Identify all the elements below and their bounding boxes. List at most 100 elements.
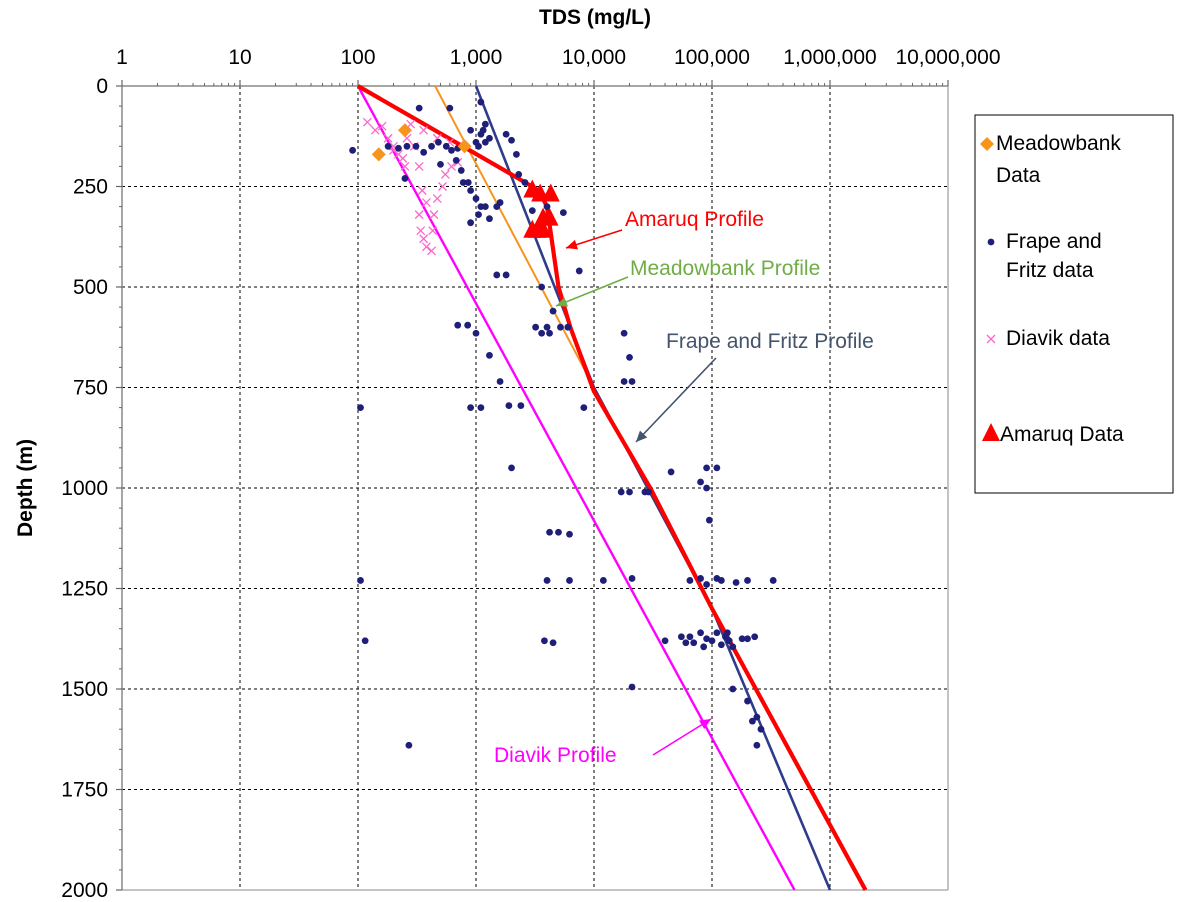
frape-and-fritz-data-point (744, 577, 751, 584)
frape-and-fritz-data-point (538, 283, 546, 291)
frape-and-fritz-data-point (467, 187, 475, 194)
frape-and-fritz-data-point (620, 329, 628, 337)
y-tick-label: 750 (73, 377, 108, 400)
frape-and-fritz-data-point (667, 468, 675, 476)
diavik-data-point (416, 226, 426, 236)
diavik-data-point (362, 117, 372, 127)
diavik-data-point (421, 198, 431, 208)
frape-and-fritz-data-point (420, 148, 428, 156)
frape-and-fritz-data-point (757, 725, 765, 733)
frape-and-fritz-data-point (505, 402, 513, 409)
frape-and-fritz-data-point (557, 323, 564, 331)
frape-and-fritz-data-point (713, 629, 721, 637)
diavik-data-point (383, 133, 393, 143)
gridlines (122, 86, 948, 890)
x-tick-label: 1,000 (450, 46, 503, 69)
frape-and-fritz-data-point (517, 402, 525, 409)
diavik-data-point (370, 125, 380, 135)
frape-and-fritz-data-point (543, 323, 551, 331)
frape-and-fritz-data-point (620, 378, 628, 385)
y-tick-label: 1000 (61, 477, 108, 500)
frape-and-fritz-data-point (541, 637, 548, 645)
frape-and-fritz-data-point (703, 484, 711, 492)
legend-label: Frape and (1006, 230, 1102, 253)
frape-and-fritz-data-point (452, 156, 460, 164)
frape-and-fritz-data-point (454, 321, 462, 329)
diavik-data-point (421, 242, 431, 252)
legend-label: Fritz data (1006, 259, 1094, 282)
amaruq-data-point (534, 219, 553, 238)
frape-and-fritz-data-point (486, 215, 493, 223)
legend-label: Meadowbank (996, 132, 1121, 155)
y-axis-title: Depth (m) (14, 439, 37, 537)
frape-and-fritz-data-point (405, 741, 413, 749)
frape-and-fritz-data-point (508, 136, 515, 144)
frape-and-fritz-data-point (744, 635, 751, 643)
annotations: Amaruq Profile Meadowbank Profile Frape an… (494, 208, 874, 767)
x-tick-label: 1 (116, 46, 128, 69)
y-tick-label: 1250 (61, 578, 108, 601)
frape-and-fritz-data-point (617, 488, 625, 496)
axes: 1 10 100 1,000 10,000 100,000 1,000,000 10,000,… (61, 46, 1000, 902)
frape-and-fritz-data-point (686, 633, 694, 641)
frape-and-fritz-data-point (575, 267, 583, 275)
annotation-arrow-line (635, 357, 717, 443)
frape-and-fritz-data-point (723, 629, 731, 637)
frape-and-fritz-data-point (682, 639, 690, 647)
frape-and-fritz-data-point (493, 271, 501, 279)
legend-marker (982, 423, 1000, 441)
frape-and-fritz-data-point (753, 713, 761, 721)
diavik-data-point (419, 125, 429, 135)
diavik-data-point (400, 161, 410, 171)
frape-and-fritz-data-point (708, 637, 716, 645)
y-tick-label: 0 (96, 75, 108, 98)
frape-and-fritz-data-point (546, 329, 553, 337)
frape-and-fritz-data-point (677, 633, 685, 641)
frape-and-fritz-data-point (481, 203, 489, 211)
x-tick-label: 100 (340, 46, 375, 69)
frape-and-fritz-data-point (486, 351, 493, 359)
annotation-arrowhead (636, 430, 648, 442)
diavik-data-point (414, 161, 424, 171)
frape-and-fritz-data-point (703, 581, 711, 588)
frape-and-fritz-data-point (628, 575, 636, 582)
frape-and-fritz-data-point (477, 404, 485, 411)
annotation-arrow-line (652, 718, 712, 756)
diavik-data-point (428, 226, 438, 236)
frape-and-fritz-data-point (686, 577, 694, 584)
frape-and-fritz-data-point (384, 142, 392, 150)
frape-and-fritz-data-point (446, 104, 454, 112)
amaruq-data-point (540, 207, 559, 226)
frape-and-fritz-data-point (401, 175, 409, 182)
frape-and-fritz-data-point (442, 142, 450, 150)
diavik-data-point (447, 161, 456, 171)
diavik-data-point (377, 121, 387, 131)
frape-and-fritz-data-point (437, 160, 444, 168)
frape-and-fritz-data-point (713, 464, 721, 472)
frape-and-fritz-data-point (697, 575, 704, 582)
annotation-arrowhead (556, 297, 569, 307)
frape-and-fritz-data-point (729, 685, 737, 693)
x-tick-label: 10,000 (562, 46, 626, 69)
frape-and-fritz-data-point (738, 635, 746, 643)
frape-and-fritz-data-point (361, 637, 369, 645)
legend-marker (987, 238, 995, 246)
frape-and-fritz-data-point (502, 130, 510, 138)
annotation-label: Amaruq Profile (625, 208, 764, 231)
annotation-arrowhead (566, 239, 579, 250)
x-tick-label: 10,000,000 (895, 46, 1000, 69)
frape-and-fritz-data-point (717, 641, 725, 649)
frape-and-fritz-data-point (555, 528, 562, 536)
frape-and-fritz-data-point (475, 211, 482, 219)
frape-and-fritz-data-point (566, 530, 573, 538)
x-tick-label: 10 (228, 46, 251, 69)
legend-marker (986, 334, 996, 344)
chart-title: TDS (mg/L) (539, 6, 651, 29)
meadowbank-data-point (397, 123, 412, 138)
frape-and-fritz-data-point (477, 98, 485, 106)
frape-and-fritz-data-point (434, 138, 442, 146)
frape-and-fritz-data-point (464, 321, 472, 329)
frape-and-fritz-data-point (751, 633, 759, 641)
diavik-data-point (417, 186, 427, 195)
frape-and-fritz-data-point (472, 195, 480, 202)
